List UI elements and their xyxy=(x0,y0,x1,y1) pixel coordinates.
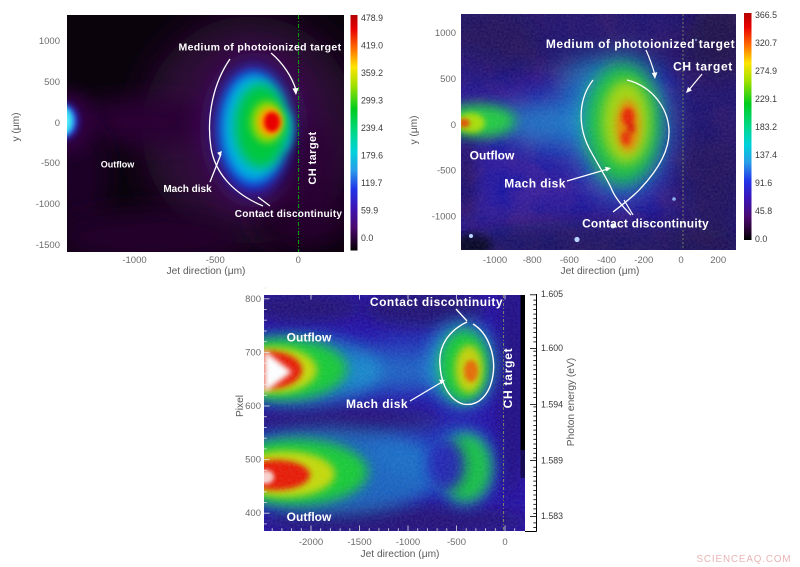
svg-text:239.4: 239.4 xyxy=(361,123,383,133)
svg-text:Medium of photoionized target: Medium of photoionized target xyxy=(179,42,342,54)
svg-text:299.3: 299.3 xyxy=(361,96,383,106)
svg-text:400: 400 xyxy=(245,508,261,519)
svg-text:Jet direction (μm): Jet direction (μm) xyxy=(361,549,440,560)
svg-text:CH target: CH target xyxy=(501,348,515,409)
svg-text:200: 200 xyxy=(710,255,726,266)
svg-text:0.0: 0.0 xyxy=(361,233,373,243)
svg-text:-500: -500 xyxy=(437,166,456,177)
svg-text:137.4: 137.4 xyxy=(755,150,777,160)
svg-text:600: 600 xyxy=(245,401,261,412)
svg-text:229.1: 229.1 xyxy=(755,94,777,104)
svg-text:366.5: 366.5 xyxy=(755,10,777,20)
svg-text:-500: -500 xyxy=(41,158,60,169)
svg-text:Mach disk: Mach disk xyxy=(163,184,212,195)
svg-text:1000: 1000 xyxy=(435,28,456,39)
svg-text:Contact discontinuity: Contact discontinuity xyxy=(582,217,709,231)
svg-text:500: 500 xyxy=(245,455,261,466)
svg-text:CH target: CH target xyxy=(673,60,733,74)
svg-text:-1000: -1000 xyxy=(396,537,420,548)
svg-text:1000: 1000 xyxy=(39,36,60,47)
svg-text:0: 0 xyxy=(296,255,301,266)
svg-text:1.589: 1.589 xyxy=(541,456,563,466)
svg-text:320.7: 320.7 xyxy=(755,38,777,48)
svg-text:-2000: -2000 xyxy=(299,537,323,548)
svg-text:-1500: -1500 xyxy=(36,240,60,251)
svg-text:y (μm): y (μm) xyxy=(409,115,420,144)
svg-text:-400: -400 xyxy=(597,255,616,266)
svg-text:-500: -500 xyxy=(206,255,225,266)
svg-text:119.7: 119.7 xyxy=(361,178,382,188)
svg-text:0: 0 xyxy=(678,255,683,266)
svg-text:Mach disk: Mach disk xyxy=(346,397,408,411)
svg-text:-600: -600 xyxy=(560,255,579,266)
svg-text:Medium of photoionized target: Medium of photoionized target xyxy=(546,37,735,51)
svg-text:478.9: 478.9 xyxy=(361,13,383,23)
svg-text:-200: -200 xyxy=(634,255,653,266)
svg-text:700: 700 xyxy=(245,348,261,359)
svg-text:Outflow: Outflow xyxy=(101,160,135,170)
svg-text:Outflow: Outflow xyxy=(287,331,332,345)
svg-text:Jet direction (μm): Jet direction (μm) xyxy=(561,266,640,277)
svg-text:0: 0 xyxy=(55,118,60,129)
svg-text:Contact discontinuity: Contact discontinuity xyxy=(235,209,343,220)
svg-text:1.594: 1.594 xyxy=(541,400,563,410)
svg-text:CH target: CH target xyxy=(307,131,319,184)
svg-text:1.605: 1.605 xyxy=(541,289,563,299)
svg-text:Outflow: Outflow xyxy=(470,149,515,163)
svg-text:800: 800 xyxy=(245,294,261,305)
svg-text:59.9: 59.9 xyxy=(361,206,378,216)
svg-text:359.2: 359.2 xyxy=(361,68,383,78)
svg-text:-1500: -1500 xyxy=(347,537,371,548)
svg-text:Contact discontinuity: Contact discontinuity xyxy=(370,295,503,309)
svg-text:0: 0 xyxy=(502,537,507,548)
svg-text:Outflow: Outflow xyxy=(287,510,332,524)
svg-text:Mach disk: Mach disk xyxy=(504,177,566,191)
svg-text:SCIENCEAQ.COM: SCIENCEAQ.COM xyxy=(697,554,792,565)
svg-text:1.583: 1.583 xyxy=(541,511,563,521)
svg-text:1.600: 1.600 xyxy=(541,343,563,353)
svg-text:183.2: 183.2 xyxy=(755,122,777,132)
svg-text:-1000: -1000 xyxy=(36,199,60,210)
svg-text:Pixel: Pixel xyxy=(235,395,246,417)
svg-text:y (μm): y (μm) xyxy=(11,112,22,141)
svg-text:0: 0 xyxy=(451,120,456,131)
svg-text:179.6: 179.6 xyxy=(361,151,383,161)
svg-text:0.0: 0.0 xyxy=(755,234,767,244)
svg-text:45.8: 45.8 xyxy=(755,206,772,216)
svg-text:500: 500 xyxy=(44,77,60,88)
svg-text:91.6: 91.6 xyxy=(755,178,772,188)
svg-text:Jet direction (μm): Jet direction (μm) xyxy=(167,266,246,277)
svg-text:-1000: -1000 xyxy=(483,255,507,266)
svg-text:500: 500 xyxy=(440,74,456,85)
svg-text:419.0: 419.0 xyxy=(361,41,383,51)
svg-text:-1000: -1000 xyxy=(432,212,456,223)
svg-text:Photon energy (eV): Photon energy (eV) xyxy=(566,358,577,446)
svg-text:-800: -800 xyxy=(523,255,542,266)
svg-text:-1000: -1000 xyxy=(122,255,146,266)
svg-text:-500: -500 xyxy=(447,537,466,548)
svg-text:274.9: 274.9 xyxy=(755,66,777,76)
